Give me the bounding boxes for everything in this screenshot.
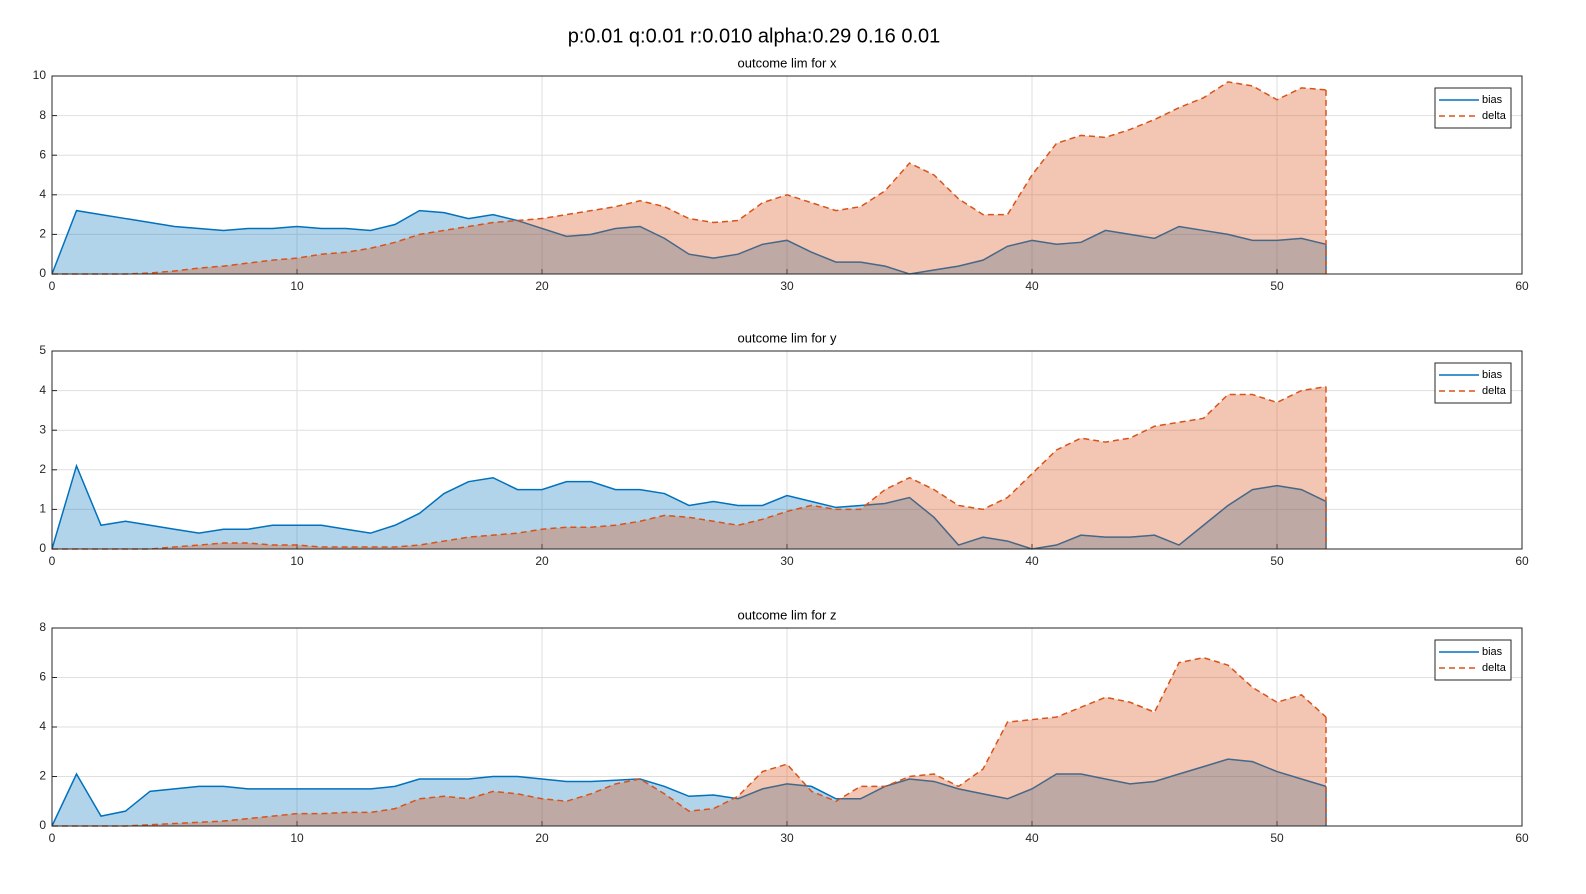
figure-title: p:0.01 q:0.01 r:0.010 alpha:0.29 0.16 0.… (568, 25, 941, 47)
y-tick-label: 0 (39, 266, 46, 280)
legend-box (1434, 639, 1512, 681)
subplot-title: outcome lim for x (738, 55, 837, 70)
legend-label: bias (1482, 369, 1503, 381)
axes-box (51, 350, 1523, 550)
subplot-title: outcome lim for z (738, 607, 837, 622)
x-tick-label: 60 (1515, 279, 1529, 293)
subplot-title: outcome lim for y (738, 330, 837, 345)
x-tick-label: 50 (1270, 279, 1284, 293)
x-tick-label: 30 (780, 831, 794, 845)
x-tick-label: 10 (290, 554, 304, 568)
y-tick-label: 2 (39, 462, 46, 476)
y-tick-label: 3 (39, 422, 46, 436)
x-tick-label: 30 (780, 279, 794, 293)
area-fill (52, 465, 1326, 549)
legend-label: bias (1482, 646, 1503, 658)
area-line (51, 758, 1327, 827)
x-tick-label: 20 (535, 554, 549, 568)
x-tick-label: 10 (290, 831, 304, 845)
y-tick-label: 4 (39, 719, 46, 733)
y-tick-label: 4 (39, 383, 46, 397)
x-tick-label: 40 (1025, 554, 1039, 568)
x-tick-label: 60 (1515, 831, 1529, 845)
y-tick-label: 0 (39, 818, 46, 832)
x-tick-label: 50 (1270, 831, 1284, 845)
subplot: outcome lim for z 0 10 20 30 40 50 60 0 2 4 6 8 bias d… (39, 607, 1529, 845)
subplot: outcome lim for x 0 10 20 30 40 50 60 0 2 4 6 8 10 bia… (33, 55, 1529, 293)
y-tick-label: 1 (39, 502, 46, 516)
y-tick-label: 8 (39, 620, 46, 634)
x-tick-label: 40 (1025, 279, 1039, 293)
y-tick-label: 4 (39, 187, 46, 201)
y-tick-label: 0 (39, 541, 46, 555)
legend-box (1434, 87, 1512, 129)
y-tick-label: 2 (39, 769, 46, 783)
legend-label: bias (1482, 94, 1503, 106)
y-tick-label: 10 (33, 68, 47, 82)
y-tick-label: 2 (39, 227, 46, 241)
x-tick-label: 0 (49, 554, 56, 568)
y-tick-label: 6 (39, 147, 46, 161)
area-fill (52, 759, 1326, 826)
y-tick-label: 8 (39, 108, 46, 122)
y-tick-label: 6 (39, 670, 46, 684)
legend-box (1434, 362, 1512, 404)
x-tick-label: 60 (1515, 554, 1529, 568)
area-line (52, 81, 1327, 275)
area-line (51, 463, 1327, 550)
subplot: outcome lim for y 0 10 20 30 40 50 60 0 1 2 3 4 5 bias… (39, 330, 1529, 568)
area-fill (52, 386, 1326, 549)
axes-box (51, 75, 1523, 275)
area-line (52, 385, 1327, 550)
area-fill (52, 657, 1326, 826)
area-fill (52, 210, 1326, 274)
legend-label: delta (1482, 385, 1507, 397)
x-tick-label: 0 (49, 831, 56, 845)
x-tick-label: 50 (1270, 554, 1284, 568)
area-fill (52, 81, 1326, 274)
y-tick-label: 5 (39, 343, 46, 357)
x-tick-label: 20 (535, 279, 549, 293)
x-tick-label: 10 (290, 279, 304, 293)
legend-label: delta (1482, 662, 1507, 674)
x-tick-label: 20 (535, 831, 549, 845)
area-line (51, 209, 1327, 275)
x-tick-label: 0 (49, 279, 56, 293)
x-tick-label: 30 (780, 554, 794, 568)
area-line (52, 656, 1327, 827)
x-tick-label: 40 (1025, 831, 1039, 845)
axes-box (51, 627, 1523, 827)
legend-label: delta (1482, 110, 1507, 122)
